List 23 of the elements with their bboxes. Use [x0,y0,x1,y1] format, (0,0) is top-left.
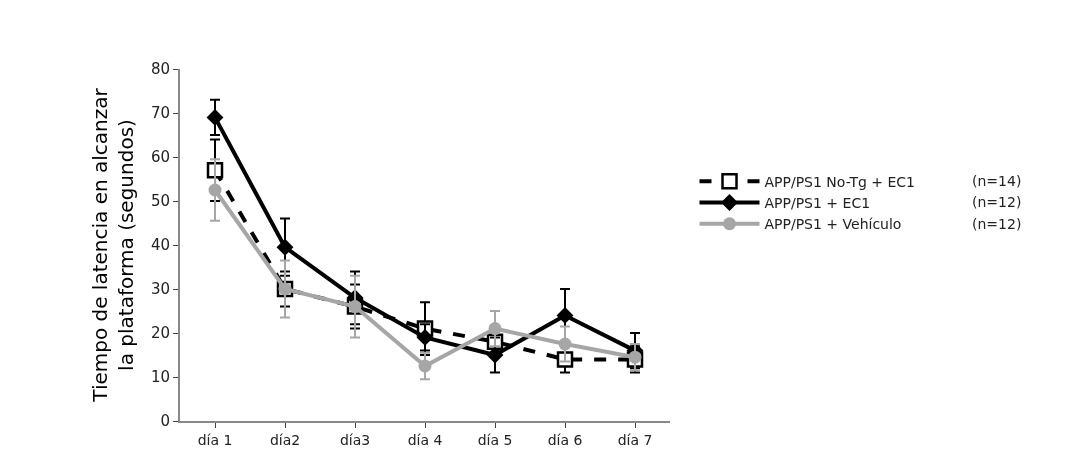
legend-label: APP/PS1 + Vehículo [764,216,902,233]
x-tick-label: día3 [339,431,371,448]
y-tick-label: 0 [160,412,170,431]
y-tick-label: 70 [150,104,170,123]
y-tick-label: 50 [150,192,170,211]
legend-label: APP/PS1 + EC1 [764,195,871,212]
y-tick-label: 10 [150,368,170,387]
text: (n=14) [972,173,1022,189]
y-tick-label: 80 [150,60,170,79]
x-tick-label: día 1 [197,431,233,448]
y-tick-label: 20 [150,324,170,343]
x-tick-label: día2 [269,431,301,448]
y-tick-label: 40 [150,236,170,255]
x-tick-label: día 5 [477,431,513,448]
y-tick-label: 30 [150,280,170,299]
text: (n=12) [972,194,1022,210]
y-tick-label: 60 [150,148,170,167]
x-tick-label: día 6 [547,431,583,448]
y-axis-title: Tiempo de latencia en alcanzar la plataforma (segundos) [87,87,138,403]
x-tick-label: día 4 [407,431,443,448]
x-tick-label: día 7 [617,431,653,448]
legend-label: APP/PS1 No-Tg + EC1 [764,173,916,190]
text: (n=12) [972,216,1022,232]
